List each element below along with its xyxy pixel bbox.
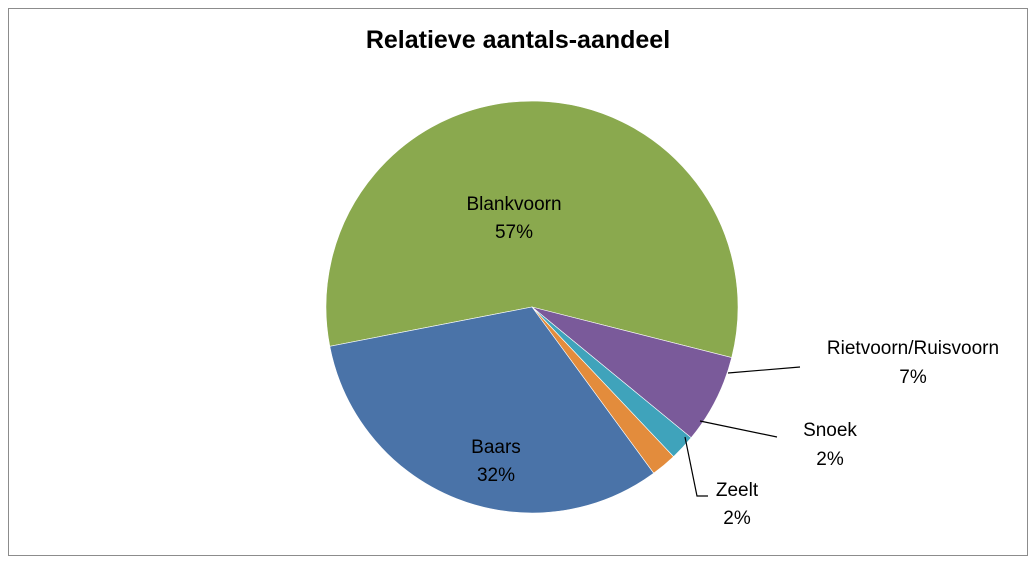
- slice-value-snoek: 2%: [816, 449, 844, 470]
- leader-line-zeelt: [684, 436, 708, 497]
- slice-label-rietvoorn-ruisvoorn: Rietvoorn/Ruisvoorn: [827, 338, 999, 359]
- slice-value-zeelt: 2%: [723, 508, 751, 529]
- slice-label-baars: Baars: [471, 437, 521, 458]
- chart-title: Relatieve aantals-aandeel: [365, 26, 671, 54]
- pie-slice-baars: [329, 306, 655, 514]
- slice-label-snoek: Snoek: [803, 420, 857, 441]
- slice-label-blankvoorn: Blankvoorn: [466, 194, 561, 215]
- leader-line-snoek: [699, 420, 778, 438]
- slice-label-zeelt: Zeelt: [716, 480, 759, 501]
- slice-value-blankvoorn: 57%: [495, 222, 533, 243]
- slice-value-baars: 32%: [477, 465, 515, 486]
- pie-slice-blankvoorn: [325, 100, 739, 358]
- leader-line-rietvoorn-ruisvoorn: [727, 366, 801, 374]
- slice-value-rietvoorn-ruisvoorn: 7%: [899, 367, 927, 388]
